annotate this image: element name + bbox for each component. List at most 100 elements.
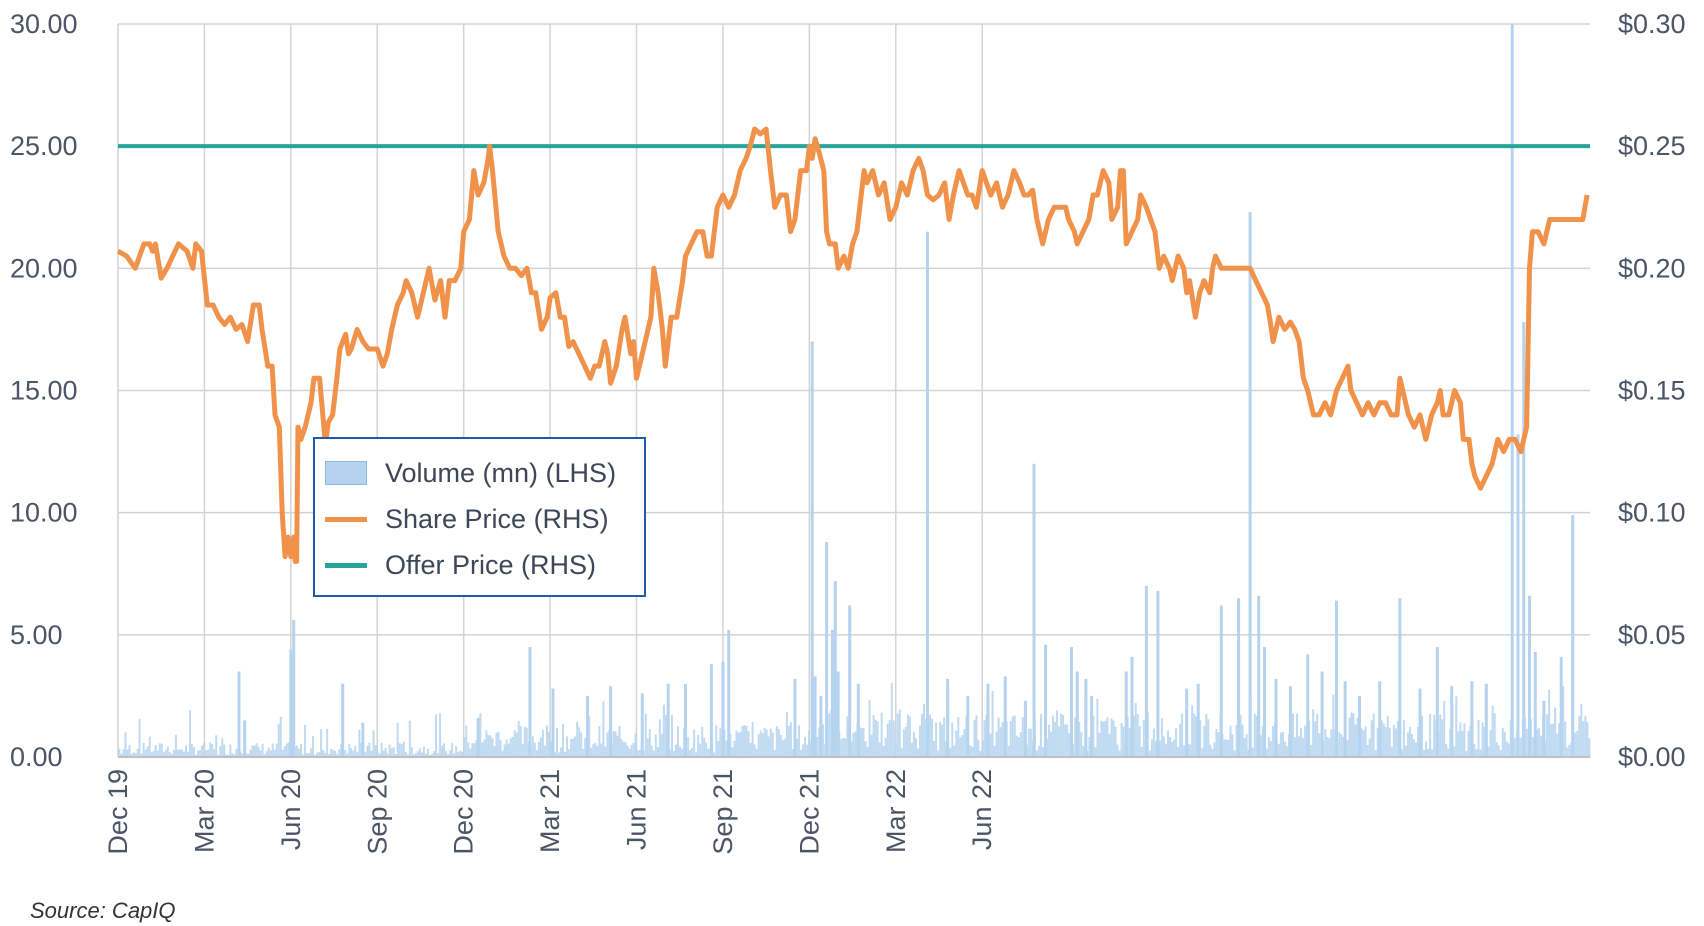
volume-bar-minor (414, 753, 417, 757)
volume-bar-minor (535, 749, 538, 757)
volume-bar-minor (566, 736, 569, 757)
volume-bar-minor (1519, 737, 1522, 757)
volume-bar-minor (683, 728, 686, 757)
volume-bar-minor (1503, 732, 1506, 757)
volume-bar-minor (588, 716, 591, 757)
volume-bar-minor (701, 726, 704, 757)
volume-bar (1522, 322, 1526, 757)
volume-bar (1130, 656, 1134, 757)
volume-bar-minor (517, 720, 520, 757)
x-tick-label: Sep 21 (708, 769, 738, 855)
volume-bar-minor (949, 747, 952, 757)
volume-bar (709, 664, 713, 757)
volume-bar-minor (358, 729, 361, 757)
volume-bar-minor (324, 752, 327, 757)
volume-bar-minor (1525, 728, 1528, 757)
volume-bar-minor (1435, 720, 1438, 757)
volume-bar-minor (1334, 728, 1337, 757)
volume-bar (1320, 671, 1324, 757)
volume-bar-minor (969, 745, 972, 757)
volume-bar-minor (1550, 723, 1553, 757)
volume-bar-minor (326, 728, 329, 757)
volume-bar-minor (449, 750, 452, 757)
volume-bar-minor (858, 727, 861, 757)
volume-bar-minor (925, 718, 928, 757)
volume-bar (848, 605, 852, 757)
volume-bar-minor (890, 682, 893, 757)
volume-bar-minor (636, 750, 639, 757)
volume-bar-minor (846, 716, 849, 757)
volume-bar-minor (390, 748, 393, 757)
volume-bar-minor (1215, 728, 1218, 757)
volume-bar-minor (999, 727, 1002, 757)
volume-bar-minor (1402, 720, 1405, 757)
volume-bar-minor (136, 748, 139, 757)
volume-bar-minor (795, 739, 798, 757)
y-left-tick-label: 15.00 (10, 376, 78, 406)
volume-bar-minor (1158, 740, 1161, 757)
volume-bar-minor (297, 748, 300, 757)
volume-bar-minor (489, 735, 492, 757)
volume-bar-minor (1066, 724, 1069, 757)
volume-bar-minor (166, 746, 169, 757)
volume-bar-minor (273, 749, 276, 757)
volume-bar-minor (687, 737, 690, 757)
volume-bar-minor (295, 745, 298, 757)
volume-bar-minor (568, 749, 571, 757)
volume-bar-minor (878, 742, 881, 757)
volume-bar-minor (912, 731, 915, 757)
volume-bar-minor (275, 743, 278, 757)
volume-bar-minor (467, 742, 470, 757)
volume-bar-minor (1241, 724, 1244, 757)
volume-bar-minor (1104, 720, 1107, 757)
volume-bar-minor (213, 749, 216, 757)
volume-bar-minor (1046, 739, 1049, 757)
volume-bar-minor (874, 719, 877, 757)
volume-bar-minor (382, 750, 385, 757)
volume-bar-minor (606, 732, 609, 757)
volume-bar-minor (681, 748, 684, 757)
volume-bar-minor (914, 738, 917, 757)
volume-bar-minor (410, 747, 413, 757)
volume-bar-minor (1177, 746, 1180, 757)
volume-bar-minor (402, 741, 405, 757)
volume-bar-minor (840, 739, 843, 757)
volume-bar-minor (312, 735, 315, 757)
volume-bar-minor (1523, 717, 1526, 757)
volume-bar-minor (592, 744, 595, 757)
volume-bar-minor (485, 730, 488, 757)
volume-bar-minor (626, 745, 629, 757)
volume-bar (289, 649, 293, 757)
volume-bar-minor (332, 749, 335, 757)
volume-bar-minor (1189, 744, 1192, 757)
volume-bar-minor (1312, 709, 1315, 757)
volume-bar-minor (1451, 702, 1454, 757)
volume-bar-minor (1094, 747, 1097, 757)
y-right-tick-label: $0.05 (1618, 620, 1686, 650)
volume-bar-minor (578, 727, 581, 757)
volume-bar-minor (556, 727, 559, 757)
volume-bar-minor (1142, 720, 1145, 757)
volume-bar-minor (1495, 742, 1498, 757)
volume-bar-minor (1092, 715, 1095, 757)
volume-bar-minor (783, 738, 786, 757)
volume-bar-minor (249, 749, 252, 757)
volume-bar (813, 676, 817, 757)
volume-bar-minor (705, 742, 708, 757)
volume-bar-minor (1479, 749, 1482, 757)
volume-bar-minor (580, 732, 583, 757)
volume-bar-minor (128, 745, 131, 757)
volume-bar-minor (749, 742, 752, 757)
volume-bar-minor (1408, 726, 1411, 757)
volume-bar-minor (1445, 743, 1448, 757)
volume-bar-minor (1283, 741, 1286, 757)
volume-bar-minor (830, 709, 833, 757)
volume-bar (1023, 700, 1027, 757)
volume-bar-minor (239, 751, 242, 757)
volume-bar-minor (437, 752, 440, 757)
volume-bar-minor (1378, 749, 1381, 757)
volume-bar-minor (1302, 737, 1305, 757)
volume-bar-minor (598, 726, 601, 757)
volume-bar (1306, 654, 1310, 757)
volume-bar (1335, 600, 1339, 757)
